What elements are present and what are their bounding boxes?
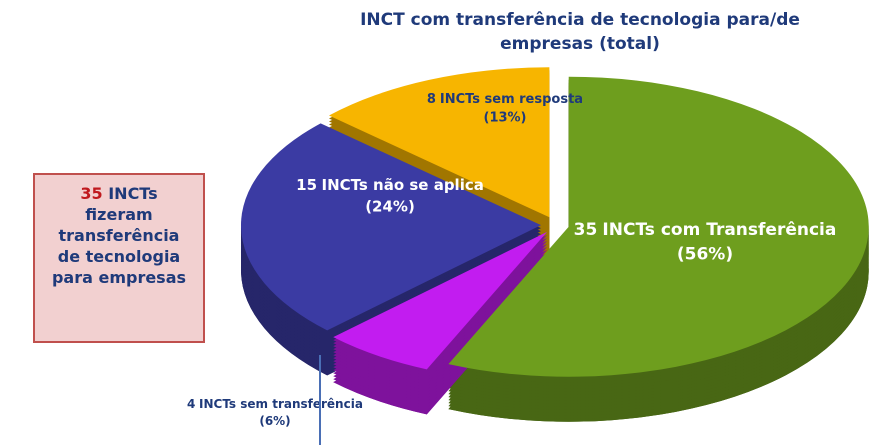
- slice: [329, 67, 550, 218]
- callout-text: INCTs fizeram transferência de tecnologi…: [51, 184, 187, 287]
- slice-name: INCTs não se aplica: [322, 176, 484, 194]
- slice: [333, 231, 548, 370]
- slice: [241, 123, 542, 331]
- slice-count: 8: [427, 92, 436, 107]
- slice-percent: (56%): [677, 244, 733, 264]
- callout-count: 35: [80, 184, 103, 203]
- slice-count: 15: [296, 176, 317, 194]
- slice-percent: (6%): [259, 414, 290, 428]
- slice-percent: (24%): [365, 197, 415, 215]
- slice-label: 8 INCTs sem resposta (13%): [427, 92, 583, 126]
- chart-title: INCT com transferência de tecnologia par…: [360, 10, 800, 54]
- slice-label: 35 INCTs com Transferência (56%): [574, 220, 837, 264]
- slice-name: INCTs sem resposta: [440, 92, 583, 107]
- slice-name: INCTs com Transferência: [602, 220, 836, 240]
- callout: 35 INCTs fizeram transferência de tecnol…: [33, 173, 205, 343]
- slice-count: 4: [187, 397, 195, 411]
- slice-label: 15 INCTs não se aplica (24%): [296, 176, 484, 215]
- slice-name: INCTs sem transferência: [199, 397, 363, 411]
- slice-label: 4 INCTs sem transferência (6%): [187, 397, 363, 428]
- slice: [448, 76, 869, 377]
- slice-percent: (13%): [484, 111, 527, 126]
- slice-count: 35: [574, 220, 598, 240]
